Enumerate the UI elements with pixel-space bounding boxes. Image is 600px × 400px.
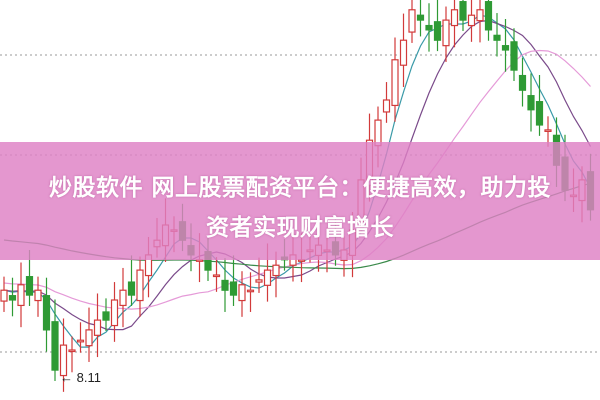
candle-up	[85, 329, 93, 347]
candle-up	[255, 279, 263, 283]
candle-up	[263, 269, 272, 286]
candle-up	[17, 284, 25, 307]
candle-down	[501, 45, 510, 51]
candle-up	[246, 289, 255, 293]
candle-up	[93, 319, 102, 336]
candle-down	[493, 34, 501, 41]
candle-down	[102, 311, 110, 321]
candle-up	[110, 299, 119, 327]
candle-up	[408, 9, 416, 33]
ma20-line	[3, 49, 591, 310]
candle-down	[8, 295, 17, 301]
candle-down	[42, 295, 51, 331]
banner-line-2: 资者实现财富增长	[206, 215, 394, 241]
candle-up	[0, 289, 8, 302]
candle-down	[221, 279, 229, 291]
low-price-label: ← 8.11	[60, 370, 101, 385]
candle-down	[459, 1, 467, 21]
candle-down	[229, 281, 238, 296]
candle-up	[76, 339, 85, 343]
candle-up	[297, 259, 306, 262]
candle-down	[425, 24, 433, 31]
candle-up	[450, 9, 459, 27]
candle-down	[518, 74, 527, 91]
candle-down	[535, 101, 544, 126]
banner-line-1: 炒股软件 网上股票配资平台：便捷高效，助力投	[48, 175, 551, 201]
candle-up	[238, 284, 246, 302]
candle-up	[119, 289, 127, 307]
candle-down	[51, 321, 59, 371]
candle-up	[68, 349, 76, 353]
banner-text: 炒股软件 网上股票配资平台：便捷高效，助力投 资者实现财富增长	[0, 168, 600, 248]
candle-down	[484, 1, 493, 31]
candle-down	[510, 41, 518, 71]
candle-up	[272, 264, 280, 277]
candle-up	[467, 14, 476, 27]
candle-down	[527, 95, 535, 111]
candle-up	[136, 269, 144, 302]
candle-up	[399, 39, 408, 66]
candle-up	[391, 59, 399, 107]
candle-up	[212, 274, 221, 278]
candle-up	[476, 9, 484, 22]
candle-up	[59, 344, 68, 377]
candle-up	[442, 19, 450, 47]
candle-up	[34, 289, 42, 302]
candle-down	[127, 281, 136, 296]
ma10-line	[3, 19, 592, 331]
candle-down	[25, 276, 34, 296]
candle-up	[195, 259, 204, 262]
title-banner: 炒股软件 网上股票配资平台：便捷高效，助力投 资者实现财富增长	[0, 142, 600, 260]
candle-down	[433, 21, 442, 41]
candle-up	[544, 129, 552, 132]
low-price-value: 8.11	[76, 370, 101, 385]
candle-up	[382, 99, 391, 113]
candle-down	[416, 14, 425, 21]
